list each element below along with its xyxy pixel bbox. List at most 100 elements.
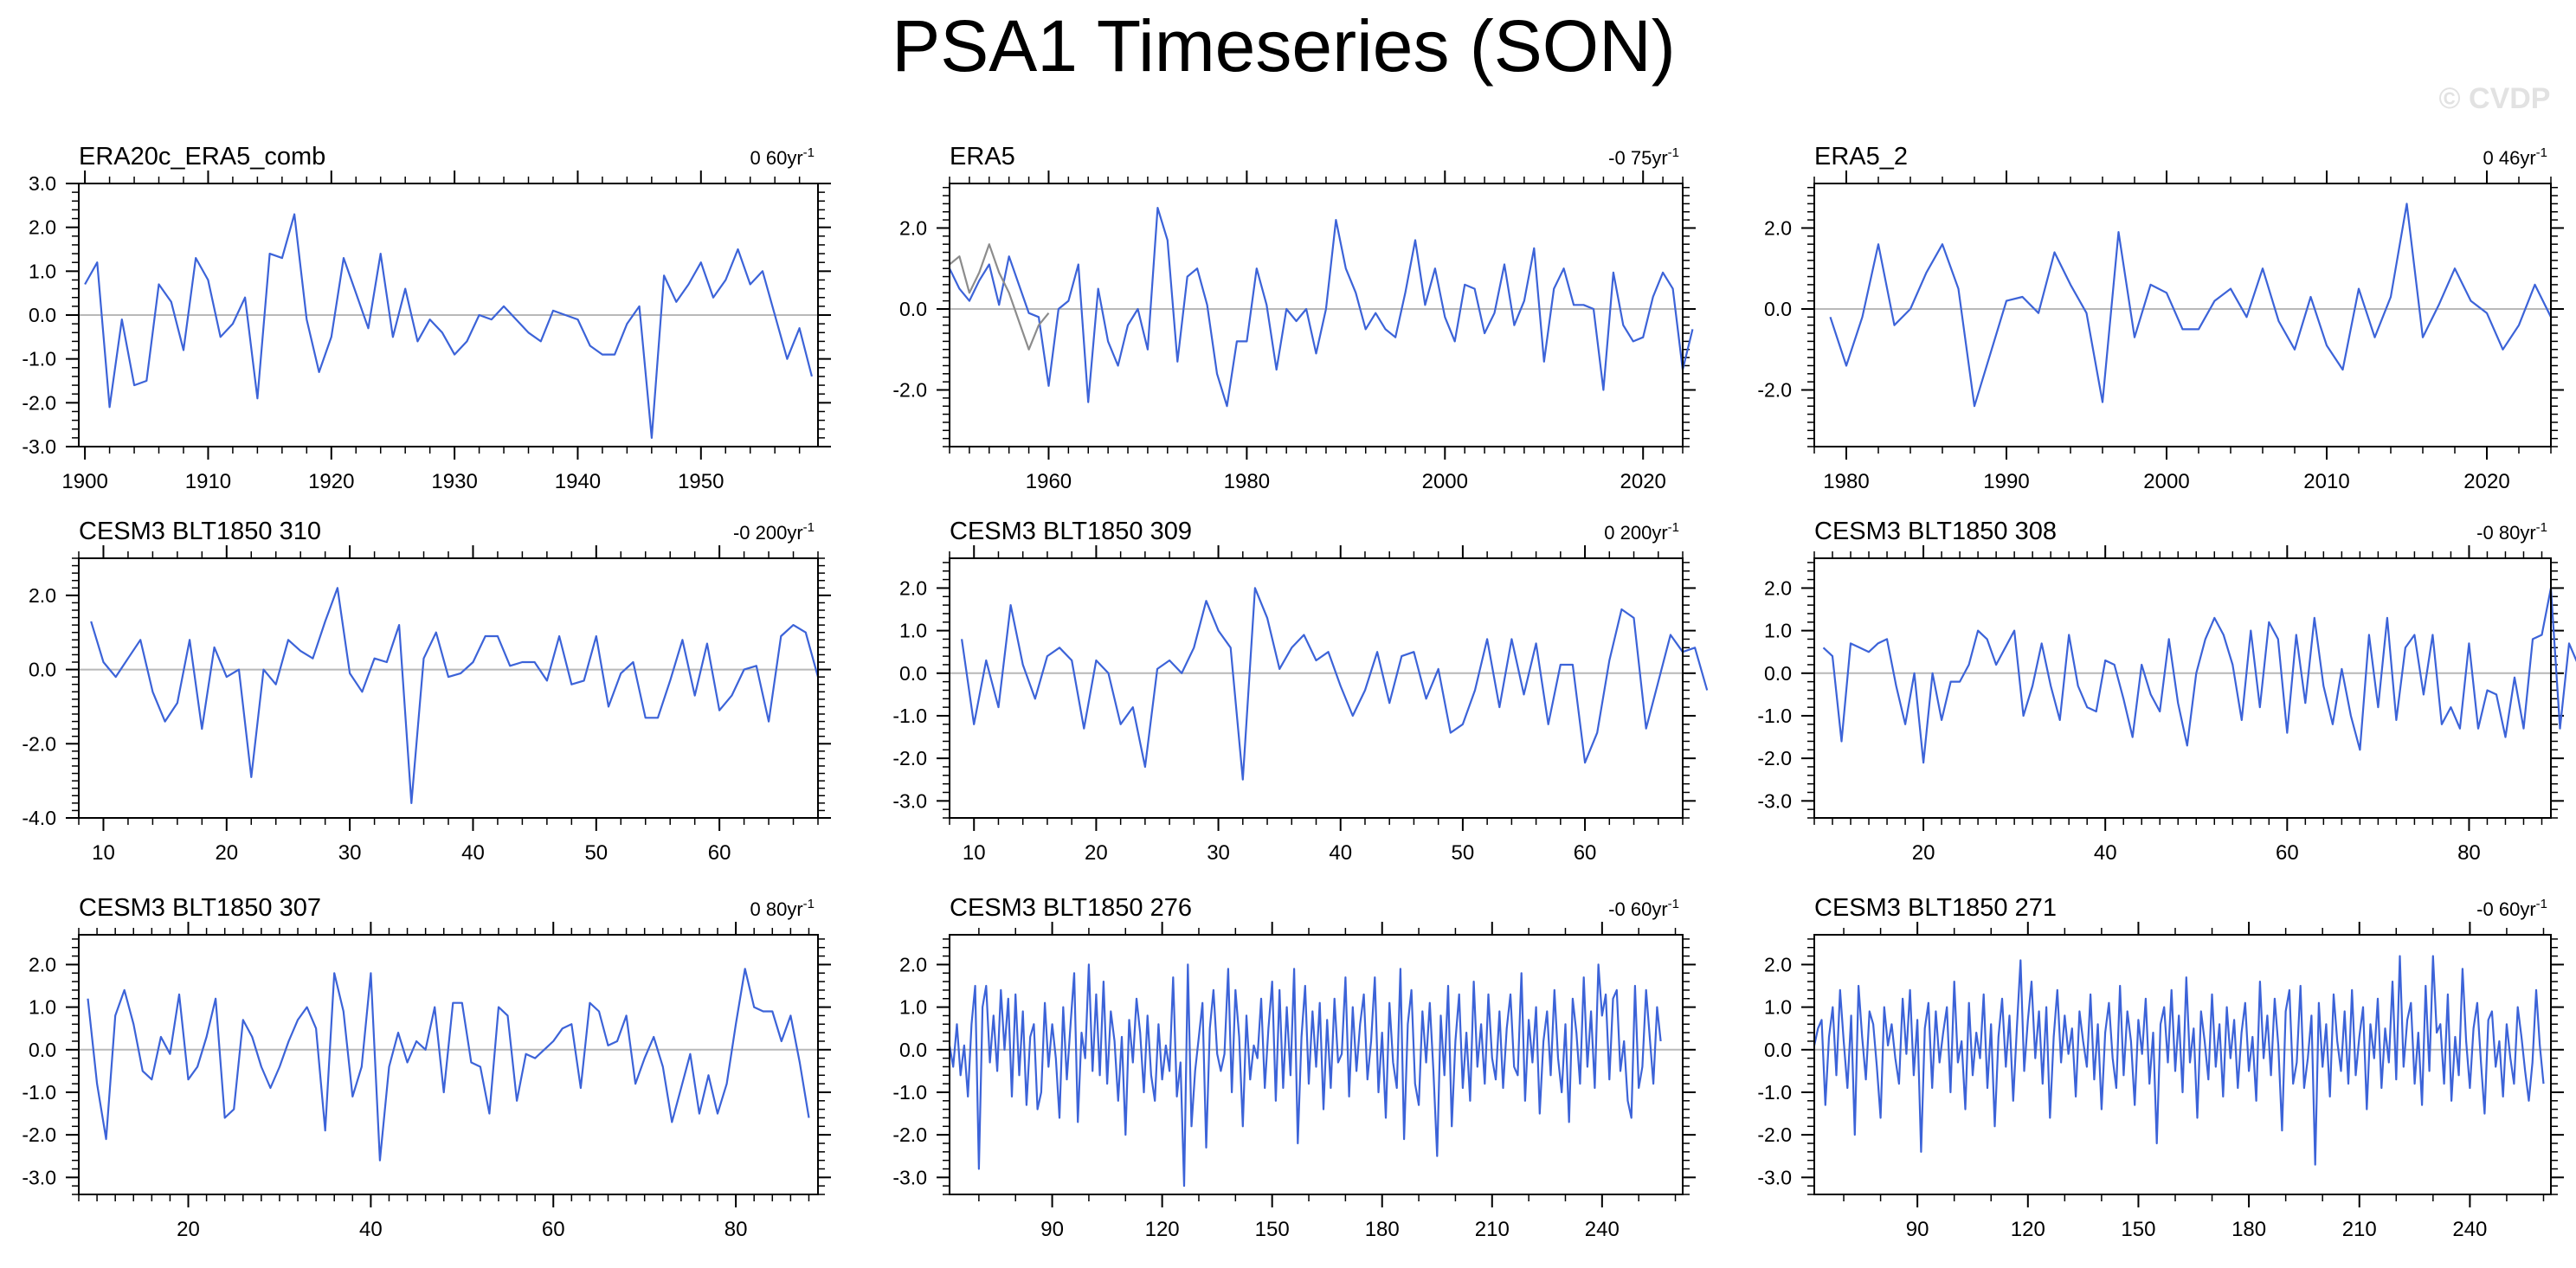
- trend-label: 0 200yr-1: [1604, 520, 1679, 544]
- y-tick-label: 0.0: [899, 1039, 927, 1061]
- plot-frame: [949, 183, 1684, 447]
- x-tick-label: 2020: [1620, 470, 1666, 493]
- trend-label: -0 60yr-1: [1608, 897, 1679, 920]
- y-tick-label: -1.0: [22, 348, 56, 370]
- y-tick-label: 0.0: [29, 304, 56, 326]
- series-line: [1822, 587, 2576, 764]
- x-tick-label: 240: [1585, 1218, 1620, 1241]
- x-tick-label: 20: [1085, 841, 1108, 865]
- x-tick-label: 90: [1040, 1218, 1064, 1241]
- x-tick-label: 1960: [1026, 470, 1072, 493]
- y-tick-label: -3.0: [22, 435, 56, 458]
- plot-frame: [949, 557, 1684, 819]
- y-tick-label: 2.0: [899, 576, 927, 599]
- x-tick-label: 2010: [2303, 470, 2349, 493]
- y-tick-label: 0.0: [29, 659, 56, 681]
- trend-value: 0 80: [750, 898, 788, 920]
- trend-value: -0 80: [2476, 522, 2520, 544]
- x-tick-label: 50: [584, 841, 608, 865]
- x-tick-label: 40: [461, 841, 485, 865]
- y-tick-label: -2.0: [1757, 379, 1792, 402]
- y-tick-label: -2.0: [892, 747, 927, 769]
- y-tick-label: -1.0: [22, 1081, 56, 1104]
- x-tick-label: 80: [2457, 841, 2481, 865]
- trend-value: 0 200: [1604, 522, 1652, 544]
- series-line: [948, 963, 1662, 1188]
- y-tick-label: -1.0: [1757, 705, 1792, 727]
- plot-frame: [1813, 934, 2552, 1195]
- trend-value: 0 46: [2483, 147, 2521, 169]
- x-tick-label: 1940: [555, 470, 601, 493]
- panel-title: CESM3 BLT1850 307: [79, 894, 321, 922]
- panel-5: CESM3 BLT1850 309 0 200yr-1 10 20 30 40 50 60 -3…: [892, 518, 1709, 865]
- trend-exponent: -1: [803, 145, 815, 160]
- y-tick-label: 0.0: [1764, 662, 1792, 685]
- figure-title: PSA1 Timeseries (SON): [892, 5, 1676, 87]
- y-tick-label: 1.0: [1764, 620, 1792, 642]
- trend-exponent: -1: [2536, 145, 2547, 160]
- x-tick-label: 210: [1475, 1218, 1510, 1241]
- trend-exponent: -1: [2536, 520, 2547, 535]
- y-tick-label: -3.0: [892, 789, 927, 812]
- x-tick-label: 210: [2342, 1218, 2377, 1241]
- plot-frame: [1813, 557, 2552, 819]
- panel-4: CESM3 BLT1850 310 -0 200yr-1 10 20 30 40 50 60 -…: [22, 518, 831, 865]
- trend-unit: yr: [2520, 522, 2535, 544]
- panel-8: CESM3 BLT1850 276 -0 60yr-1 90 120 150 180 210…: [892, 894, 1696, 1241]
- y-tick-label: -2.0: [892, 379, 927, 402]
- series-line: [90, 587, 820, 805]
- trend-label: 0 80yr-1: [750, 897, 815, 920]
- y-tick-label: -2.0: [22, 1123, 56, 1146]
- trend-exponent: -1: [1668, 897, 1679, 911]
- plot-frame: [949, 934, 1684, 1195]
- trend-unit: yr: [787, 898, 802, 920]
- panel-title: CESM3 BLT1850 276: [950, 894, 1192, 922]
- trend-unit: yr: [787, 522, 802, 544]
- x-tick-label: 60: [1574, 841, 1597, 865]
- trend-exponent: -1: [803, 520, 815, 535]
- x-tick-label: 2000: [1422, 470, 1468, 493]
- x-tick-label: 120: [2011, 1218, 2045, 1241]
- panel-title: CESM3 BLT1850 308: [1814, 518, 2057, 545]
- trend-exponent: -1: [1668, 145, 1679, 160]
- x-tick-label: 180: [2231, 1218, 2266, 1241]
- trend-exponent: -1: [803, 897, 815, 911]
- panel-title: ERA20c_ERA5_comb: [79, 143, 325, 171]
- panel-title: CESM3 BLT1850 309: [950, 518, 1192, 545]
- plot-frame: [1813, 183, 2552, 447]
- panel-title: ERA5_2: [1814, 143, 1908, 171]
- y-tick-label: 2.0: [1764, 576, 1792, 599]
- series-line: [949, 243, 1050, 351]
- trend-exponent: -1: [1668, 520, 1679, 535]
- y-tick-label: -1.0: [892, 705, 927, 727]
- plot-frame: [78, 557, 819, 819]
- x-tick-label: 1930: [431, 470, 477, 493]
- series-line: [84, 213, 813, 439]
- y-tick-label: 2.0: [899, 953, 927, 975]
- y-tick-label: -2.0: [1757, 747, 1792, 769]
- y-tick-label: 0.0: [899, 662, 927, 685]
- series-line: [1813, 955, 2545, 1166]
- x-tick-label: 90: [1906, 1218, 1929, 1241]
- x-tick-label: 1980: [1823, 470, 1869, 493]
- trend-value: -0 200: [733, 522, 787, 544]
- trend-label: 0 46yr-1: [2483, 145, 2548, 169]
- trend-exponent: -1: [2536, 897, 2547, 911]
- panel-title: ERA5: [950, 143, 1015, 171]
- panel-3: ERA5_2 0 46yr-1 1980 1990 2000 2010 2020 -2.0 0.…: [1757, 143, 2564, 493]
- x-tick-label: 10: [92, 841, 115, 865]
- panel-1: ERA20c_ERA5_comb 0 60yr-1 1900 1910 1920 1930…: [22, 143, 831, 493]
- x-tick-label: 10: [963, 841, 986, 865]
- x-tick-label: 50: [1452, 841, 1475, 865]
- plot-frame: [78, 934, 819, 1195]
- x-tick-label: 60: [542, 1218, 565, 1241]
- watermark: © CVDP: [2439, 82, 2551, 115]
- y-tick-label: 0.0: [1764, 298, 1792, 320]
- y-tick-label: 1.0: [899, 620, 927, 642]
- trend-unit: yr: [787, 147, 802, 169]
- panel-9: CESM3 BLT1850 271 -0 60yr-1 90 120 150 180 210…: [1757, 894, 2564, 1241]
- y-tick-label: 2.0: [29, 953, 56, 975]
- y-tick-label: -4.0: [22, 807, 56, 829]
